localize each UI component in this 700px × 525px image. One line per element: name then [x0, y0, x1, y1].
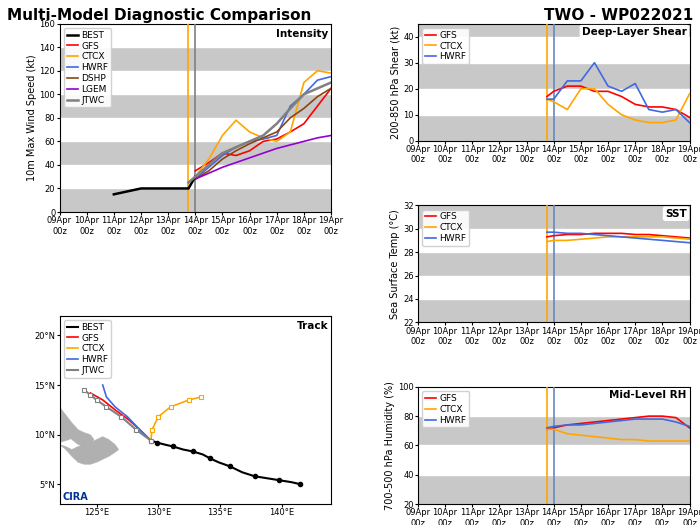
Bar	[418, 445, 690, 475]
Y-axis label: 700-500 hPa Humidity (%): 700-500 hPa Humidity (%)	[385, 381, 396, 510]
Bar	[418, 387, 690, 416]
Legend: BEST, GFS, CTCX, HWRF, DSHP, LGEM, JTWC: BEST, GFS, CTCX, HWRF, DSHP, LGEM, JTWC	[64, 28, 111, 108]
Bar	[418, 89, 690, 115]
Y-axis label: 200-850 hPa Shear (kt): 200-850 hPa Shear (kt)	[391, 26, 400, 139]
Bar	[418, 229, 690, 252]
Polygon shape	[60, 437, 119, 464]
Text: Multi-Model Diagnostic Comparison: Multi-Model Diagnostic Comparison	[7, 8, 312, 23]
Bar	[60, 71, 331, 94]
Y-axis label: 10m Max Wind Speed (kt): 10m Max Wind Speed (kt)	[27, 55, 36, 181]
Text: Mid-Level RH: Mid-Level RH	[610, 391, 687, 401]
Bar	[60, 24, 331, 47]
Legend: BEST, GFS, CTCX, HWRF, JTWC: BEST, GFS, CTCX, HWRF, JTWC	[64, 320, 111, 378]
Text: TWO - WP022021: TWO - WP022021	[544, 8, 693, 23]
Bar	[60, 118, 331, 141]
Bar	[418, 276, 690, 299]
Polygon shape	[53, 417, 94, 446]
Text: SST: SST	[665, 209, 687, 219]
Legend: GFS, CTCX, HWRF: GFS, CTCX, HWRF	[423, 28, 469, 64]
Y-axis label: Sea Surface Temp (°C): Sea Surface Temp (°C)	[391, 209, 400, 319]
Text: Intensity: Intensity	[276, 29, 328, 39]
Polygon shape	[22, 349, 78, 443]
Text: CIRA: CIRA	[62, 492, 88, 502]
Bar	[418, 37, 690, 62]
Text: Track: Track	[297, 321, 328, 331]
Legend: GFS, CTCX, HWRF: GFS, CTCX, HWRF	[423, 391, 469, 427]
Legend: GFS, CTCX, HWRF: GFS, CTCX, HWRF	[423, 210, 469, 246]
Text: Deep-Layer Shear: Deep-Layer Shear	[582, 27, 687, 37]
Bar	[60, 165, 331, 188]
